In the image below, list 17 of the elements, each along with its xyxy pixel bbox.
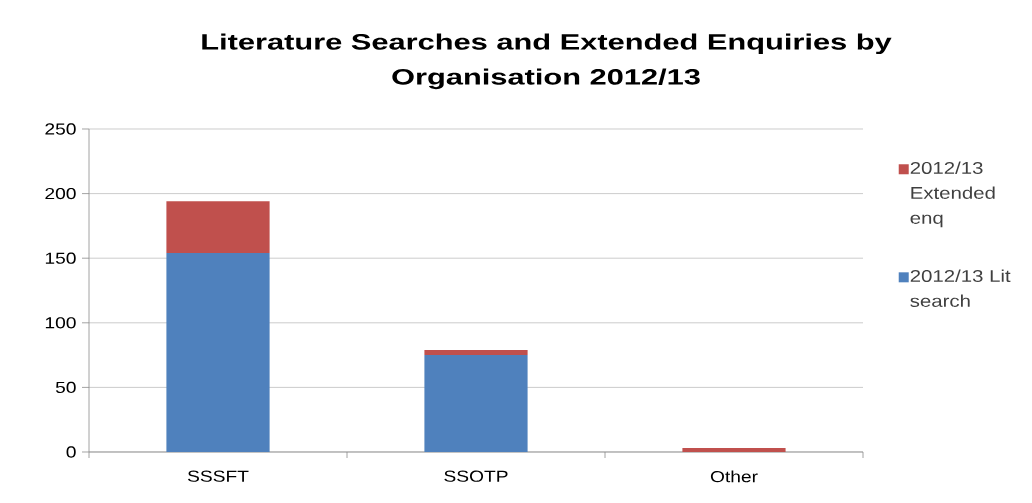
bar (166, 201, 270, 254)
y-tick-label: 100 (45, 317, 76, 329)
bar (424, 355, 528, 452)
legend-label: 2012/13 Lit search (910, 269, 1011, 308)
x-tick-label: Other (710, 470, 758, 483)
y-tick-label: 250 (45, 123, 76, 135)
chart-title: Literature Searches and Extended Enquiries by Organisation 2012/13 (202, 33, 892, 90)
legend-label: 2012/13 Extended enq (910, 161, 995, 228)
y-tick-label: 200 (45, 187, 76, 200)
y-tick-label: 0 (66, 446, 76, 458)
bar (424, 349, 528, 356)
y-tick-label: 50 (55, 381, 76, 394)
bar (682, 448, 786, 452)
x-tick-label: SSOTP (444, 470, 508, 482)
bar (166, 253, 270, 452)
y-tick-label: 150 (45, 252, 76, 264)
x-tick-label: SSSFT (187, 470, 249, 482)
